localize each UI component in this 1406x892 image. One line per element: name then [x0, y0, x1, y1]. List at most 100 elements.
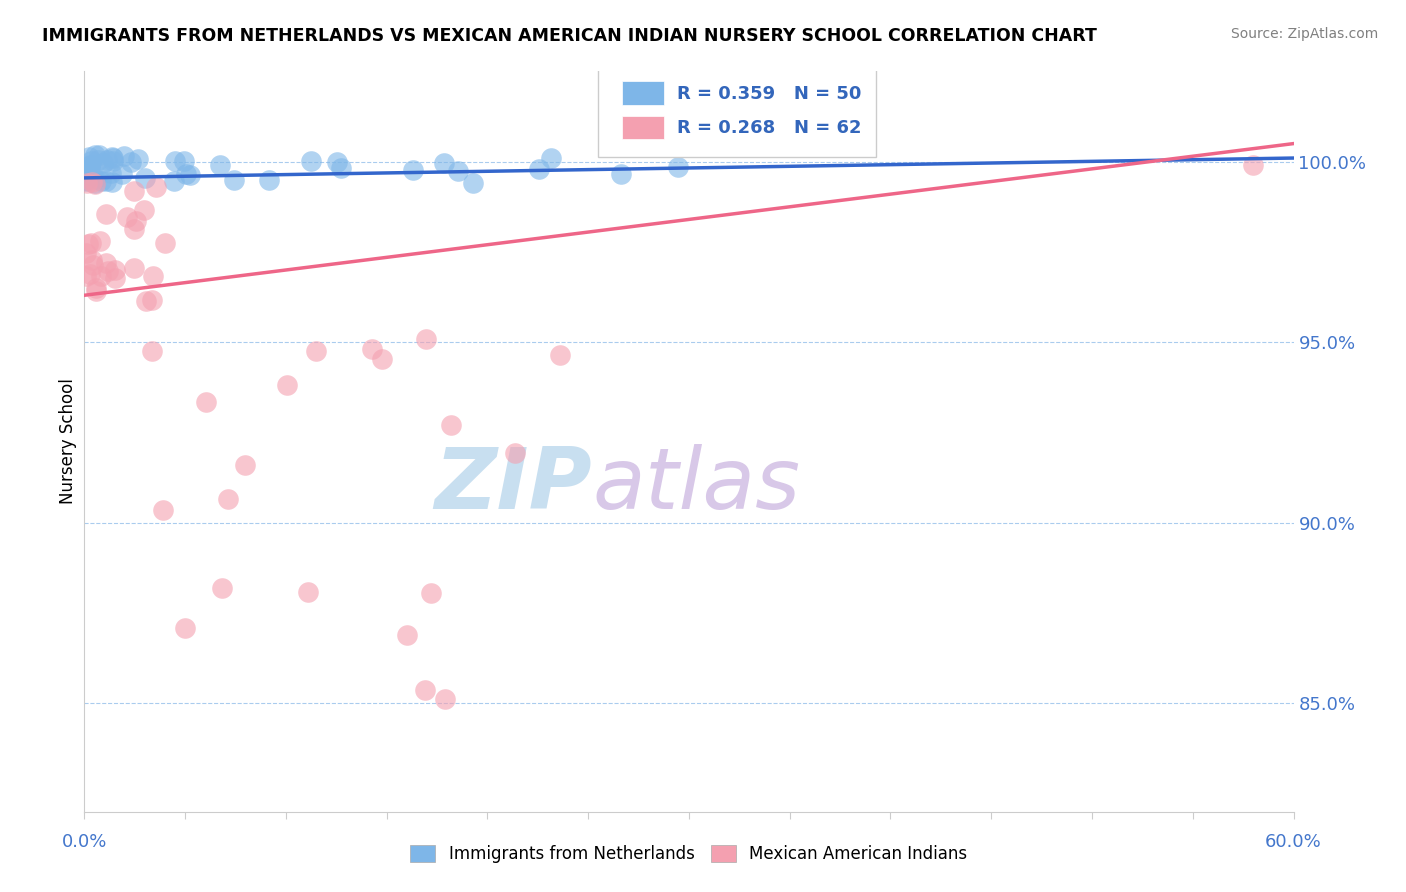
Mexican American Indians [82, 258, 104, 272]
Mexican American Indians [135, 294, 157, 309]
Immigrants from Netherlands [79, 150, 101, 164]
Mexican American Indians [434, 692, 457, 706]
Immigrants from Netherlands [79, 158, 101, 172]
Mexican American Indians [141, 293, 163, 307]
Immigrants from Netherlands [79, 159, 101, 173]
Immigrants from Netherlands [83, 148, 105, 162]
Mexican American Indians [76, 176, 98, 190]
Mexican American Indians [122, 261, 145, 276]
Immigrants from Netherlands [75, 165, 97, 179]
Mexican American Indians [83, 178, 105, 192]
Mexican American Indians [97, 264, 120, 278]
Mexican American Indians [94, 207, 117, 221]
Immigrants from Netherlands [87, 148, 110, 162]
Immigrants from Netherlands [433, 155, 456, 169]
Mexican American Indians [79, 235, 101, 250]
Mexican American Indians [371, 352, 394, 367]
Mexican American Indians [94, 256, 117, 270]
Immigrants from Netherlands [134, 170, 156, 185]
Mexican American Indians [419, 585, 441, 599]
Immigrants from Netherlands [75, 174, 97, 188]
Mexican American Indians [152, 503, 174, 517]
Immigrants from Netherlands [173, 154, 195, 169]
Mexican American Indians [194, 394, 217, 409]
Text: R = 0.268   N = 62: R = 0.268 N = 62 [676, 120, 862, 137]
Mexican American Indians [125, 214, 148, 228]
Mexican American Indians [1241, 158, 1264, 172]
Immigrants from Netherlands [90, 174, 112, 188]
Immigrants from Netherlands [402, 162, 425, 177]
Immigrants from Netherlands [77, 170, 100, 185]
Immigrants from Netherlands [163, 174, 186, 188]
Mexican American Indians [395, 628, 418, 642]
Mexican American Indians [440, 417, 463, 432]
FancyBboxPatch shape [623, 81, 664, 104]
Immigrants from Netherlands [110, 167, 132, 181]
Immigrants from Netherlands [540, 151, 562, 165]
Immigrants from Netherlands [174, 167, 197, 181]
Immigrants from Netherlands [165, 153, 187, 168]
Immigrants from Netherlands [329, 161, 352, 176]
Immigrants from Netherlands [96, 153, 118, 168]
Immigrants from Netherlands [91, 156, 114, 170]
Immigrants from Netherlands [75, 173, 97, 187]
Immigrants from Netherlands [463, 176, 485, 190]
Mexican American Indians [305, 343, 328, 358]
Mexican American Indians [173, 621, 195, 635]
Immigrants from Netherlands [79, 168, 101, 182]
Immigrants from Netherlands [120, 155, 142, 169]
FancyBboxPatch shape [623, 116, 664, 139]
Text: IMMIGRANTS FROM NETHERLANDS VS MEXICAN AMERICAN INDIAN NURSERY SCHOOL CORRELATIO: IMMIGRANTS FROM NETHERLANDS VS MEXICAN A… [42, 27, 1097, 45]
Mexican American Indians [141, 343, 163, 358]
Text: atlas: atlas [592, 444, 800, 527]
Immigrants from Netherlands [96, 174, 118, 188]
Immigrants from Netherlands [666, 160, 689, 174]
Mexican American Indians [217, 491, 239, 506]
Mexican American Indians [104, 263, 127, 277]
Immigrants from Netherlands [101, 151, 124, 165]
Immigrants from Netherlands [326, 155, 349, 169]
Mexican American Indians [84, 284, 107, 298]
Immigrants from Netherlands [83, 176, 105, 190]
Immigrants from Netherlands [101, 152, 124, 166]
Mexican American Indians [90, 268, 112, 283]
Mexican American Indians [75, 246, 97, 260]
Mexican American Indians [84, 281, 107, 295]
Mexican American Indians [132, 202, 155, 217]
Immigrants from Netherlands [127, 153, 149, 167]
Y-axis label: Nursery School: Nursery School [59, 378, 77, 505]
Immigrants from Netherlands [101, 153, 124, 168]
FancyBboxPatch shape [599, 61, 876, 156]
Immigrants from Netherlands [447, 164, 470, 178]
Immigrants from Netherlands [222, 173, 245, 187]
Mexican American Indians [145, 180, 167, 194]
Mexican American Indians [79, 267, 101, 281]
Immigrants from Netherlands [101, 175, 124, 189]
Immigrants from Netherlands [299, 154, 322, 169]
Mexican American Indians [82, 174, 104, 188]
Mexican American Indians [276, 378, 298, 392]
Mexican American Indians [77, 237, 100, 252]
Text: ZIP: ZIP [434, 444, 592, 527]
Mexican American Indians [153, 236, 176, 251]
Mexican American Indians [89, 234, 111, 248]
Mexican American Indians [82, 253, 104, 268]
Immigrants from Netherlands [610, 167, 633, 181]
Text: R = 0.359   N = 50: R = 0.359 N = 50 [676, 85, 862, 103]
Mexican American Indians [211, 581, 233, 595]
Immigrants from Netherlands [80, 166, 103, 180]
Immigrants from Netherlands [179, 169, 201, 183]
Text: 0.0%: 0.0% [62, 833, 107, 851]
Immigrants from Netherlands [209, 158, 232, 172]
Immigrants from Netherlands [80, 154, 103, 169]
Mexican American Indians [548, 348, 571, 362]
Mexican American Indians [413, 683, 436, 698]
Mexican American Indians [415, 332, 437, 346]
Immigrants from Netherlands [527, 162, 550, 177]
Mexican American Indians [360, 343, 382, 357]
Legend: Immigrants from Netherlands, Mexican American Indians: Immigrants from Netherlands, Mexican Ame… [404, 838, 974, 870]
Mexican American Indians [122, 222, 145, 236]
Immigrants from Netherlands [75, 167, 97, 181]
Mexican American Indians [75, 268, 97, 283]
Mexican American Indians [115, 211, 138, 225]
